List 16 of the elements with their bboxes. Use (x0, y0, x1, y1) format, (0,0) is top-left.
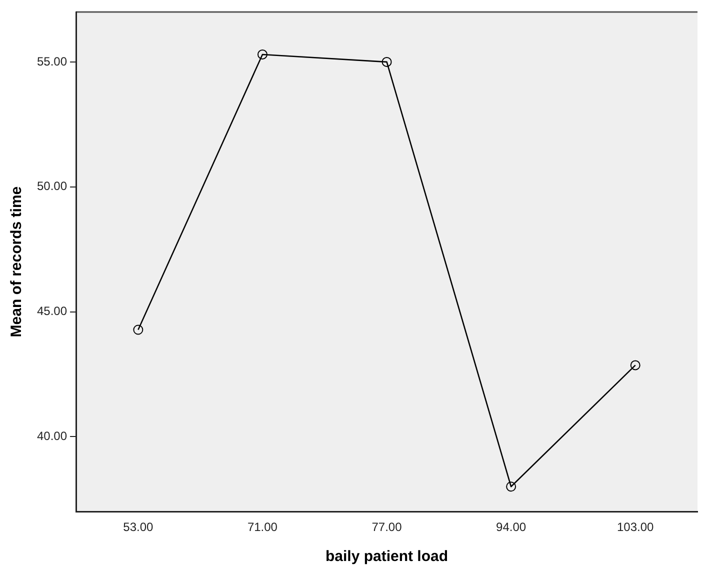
x-tick-label: 103.00 (617, 520, 654, 534)
y-axis-title: Mean of records time (8, 186, 26, 338)
x-tick-label: 94.00 (496, 520, 526, 534)
x-tick-label: 77.00 (372, 520, 402, 534)
y-tick-label: 50.00 (37, 179, 68, 194)
point (630, 360, 640, 370)
point (382, 56, 392, 67)
point (133, 324, 144, 335)
x-tick-label: 53.00 (123, 520, 154, 534)
y-tick-label: 40.00 (37, 428, 68, 443)
x-tick-label: 71.00 (247, 520, 278, 534)
x-axis-title: baily patient load (326, 548, 448, 566)
y-tick-label: 55.00 (37, 54, 68, 68)
y-tick-label: 45.00 (37, 304, 68, 318)
point (257, 49, 268, 60)
point (506, 482, 516, 492)
